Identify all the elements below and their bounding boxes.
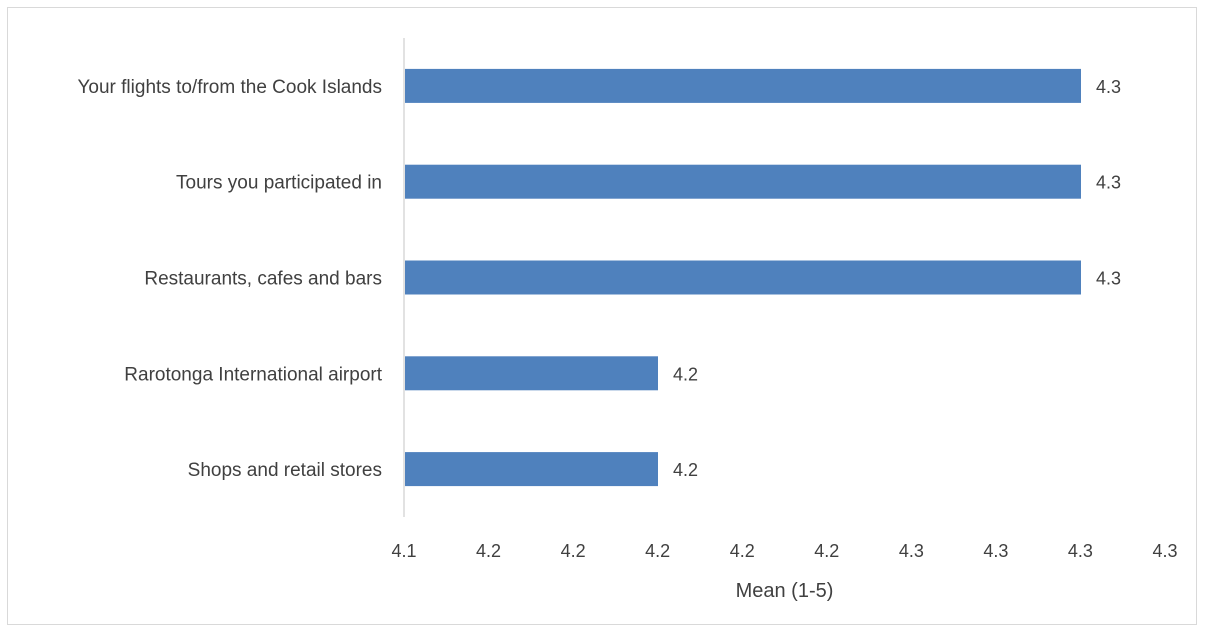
x-axis-title: Mean (1-5) — [736, 580, 834, 602]
x-tick-label-3: 4.2 — [645, 541, 670, 561]
data-label-1: 4.3 — [1096, 173, 1121, 193]
x-tick-labels: 4.1 4.2 4.2 4.2 4.2 4.2 4.3 4.3 4.3 4.3 — [391, 541, 1177, 561]
bar-2 — [405, 260, 1081, 295]
data-label-0: 4.3 — [1096, 77, 1121, 97]
category-label-4: Shops and retail stores — [188, 460, 382, 481]
data-label-3: 4.2 — [673, 364, 698, 384]
bars-layer — [405, 68, 1081, 487]
x-tick-label-0: 4.1 — [391, 541, 416, 561]
chart-frame — [7, 7, 1197, 625]
x-tick-label-4: 4.2 — [730, 541, 755, 561]
data-label-2: 4.3 — [1096, 269, 1121, 289]
x-tick-label-5: 4.2 — [814, 541, 839, 561]
data-label-4: 4.2 — [673, 460, 698, 480]
bar-3 — [405, 356, 658, 391]
category-label-1: Tours you participated in — [176, 173, 382, 194]
category-label-0: Your flights to/from the Cook Islands — [77, 77, 382, 98]
bar-4 — [405, 452, 658, 487]
x-tick-label-9: 4.3 — [1152, 541, 1177, 561]
x-tick-label-2: 4.2 — [561, 541, 586, 561]
x-tick-label-6: 4.3 — [899, 541, 924, 561]
x-tick-label-8: 4.3 — [1068, 541, 1093, 561]
data-labels: 4.3 4.3 4.3 4.2 4.2 — [673, 77, 1121, 480]
category-label-2: Restaurants, cafes and bars — [144, 269, 382, 290]
category-label-3: Rarotonga International airport — [124, 364, 382, 385]
bar-0 — [405, 68, 1081, 103]
category-labels: Your flights to/from the Cook Islands Tou… — [77, 77, 382, 481]
x-tick-label-7: 4.3 — [983, 541, 1008, 561]
bar-1 — [405, 164, 1081, 199]
x-tick-label-1: 4.2 — [476, 541, 501, 561]
